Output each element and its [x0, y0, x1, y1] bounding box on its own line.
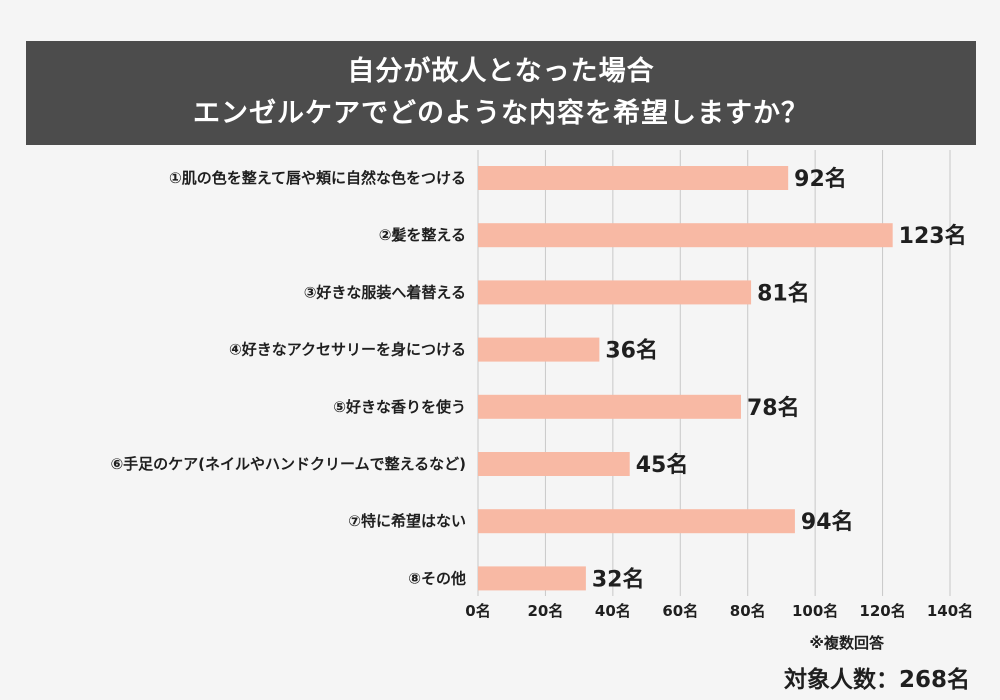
category-label: ②髪を整える — [379, 226, 466, 244]
category-label: ⑤好きな香りを使う — [333, 398, 466, 416]
x-tick-label: 60名 — [662, 602, 698, 620]
chart-title: 自分が故人となった場合 エンゼルケアでどのような内容を希望しますか？ — [26, 41, 976, 145]
category-label: ⑦特に希望はない — [348, 512, 466, 530]
chart-title-line-1: 自分が故人となった場合 — [347, 56, 655, 87]
category-label: ④好きなアクセサリーを身につける — [229, 341, 466, 359]
x-tick-label: 140名 — [927, 602, 973, 620]
data-label: 92名 — [794, 166, 847, 192]
data-label: 94名 — [801, 509, 854, 535]
bar — [478, 280, 752, 305]
x-tick-label: 120名 — [859, 602, 905, 620]
bar — [478, 337, 600, 362]
footnote: ※複数回答 — [809, 634, 884, 652]
category-label: ①肌の色を整えて唇や頬に自然な色をつける — [169, 169, 466, 187]
category-label: ⑧その他 — [408, 569, 466, 587]
data-label: 36名 — [605, 338, 658, 364]
bar — [478, 394, 741, 419]
category-label: ③好きな服装へ着替える — [304, 283, 466, 301]
respondent-count: 対象人数：268名 — [783, 667, 970, 693]
x-tick-label: 80名 — [730, 602, 766, 620]
x-tick-label: 0名 — [465, 602, 490, 620]
x-tick-label: 20名 — [527, 602, 563, 620]
data-label: 32名 — [592, 566, 645, 592]
category-label: ⑥手足のケア(ネイルやハンドクリームで整えるなど) — [110, 455, 466, 473]
x-tick-label: 100名 — [792, 602, 838, 620]
bar — [478, 566, 586, 591]
data-label: 78名 — [747, 395, 800, 421]
chart-title-line-2: エンゼルケアでどのような内容を希望しますか？ — [193, 98, 809, 129]
data-label: 81名 — [757, 280, 810, 306]
bar — [478, 452, 630, 476]
bars — [478, 166, 893, 591]
x-axis-ticks: 0名 20名 40名 60名 80名 100名 120名 140名 — [465, 602, 973, 620]
bar — [478, 223, 893, 248]
data-label: 123名 — [899, 223, 967, 249]
x-tick-label: 40名 — [595, 602, 631, 620]
category-labels: ①肌の色を整えて唇や頬に自然な色をつける 92名 ②髪を整える 123名 ③好きな服装へ… — [110, 166, 966, 592]
data-label: 45名 — [636, 452, 689, 478]
bar — [478, 509, 795, 534]
bar — [478, 166, 789, 190]
